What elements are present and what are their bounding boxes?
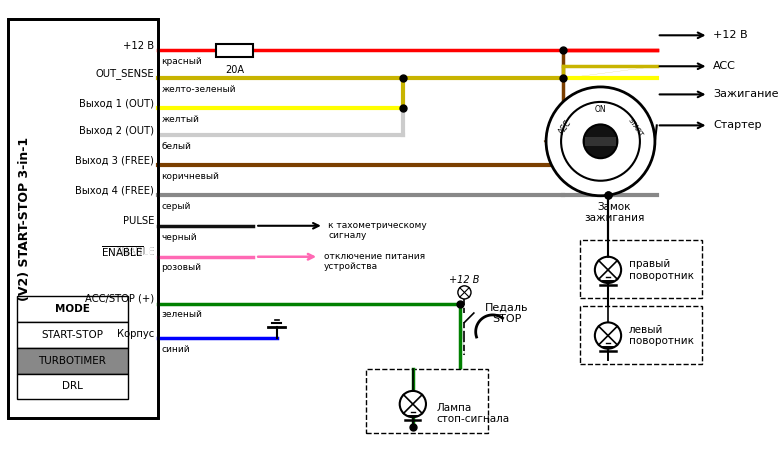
Text: START-STOP: START-STOP	[41, 330, 103, 340]
Text: 20A: 20A	[225, 66, 244, 76]
Text: PULSE: PULSE	[122, 216, 154, 226]
Text: черный: черный	[161, 233, 197, 241]
Text: зеленый: зеленый	[161, 310, 202, 319]
Bar	[17, 348, 128, 373]
Text: ACC: ACC	[713, 61, 736, 71]
Text: MODE: MODE	[55, 304, 90, 314]
Bar	[580, 305, 702, 364]
Text: ON: ON	[594, 105, 606, 114]
Text: желтый: желтый	[161, 115, 199, 124]
Text: серый: серый	[161, 201, 191, 210]
Text: красный: красный	[161, 57, 202, 66]
Text: синий: синий	[161, 345, 190, 354]
Text: Зажигание: Зажигание	[713, 89, 778, 99]
Circle shape	[583, 124, 618, 158]
Circle shape	[595, 323, 621, 349]
Text: DRL: DRL	[62, 381, 83, 391]
Text: TURBOTIMER: TURBOTIMER	[38, 356, 106, 366]
Text: отключение питания
устройства: отключение питания устройства	[324, 252, 425, 271]
Text: Выход 4 (FREE): Выход 4 (FREE)	[75, 185, 154, 195]
Text: Педаль
STOP: Педаль STOP	[485, 302, 528, 324]
Text: левый
поворотник: левый поворотник	[629, 325, 693, 346]
Circle shape	[546, 87, 655, 196]
Text: Выход 3 (FREE): Выход 3 (FREE)	[75, 155, 154, 165]
Text: +12 В: +12 В	[713, 30, 748, 40]
Text: OUT_SENSE: OUT_SENSE	[95, 68, 154, 79]
Bar	[17, 296, 128, 322]
Bar	[216, 44, 254, 57]
Bar	[586, 137, 615, 146]
Text: +12 В: +12 В	[122, 41, 154, 51]
Text: розовый: розовый	[161, 264, 201, 273]
Text: ENABLE: ENABLE	[115, 247, 154, 257]
Text: белый: белый	[161, 142, 191, 151]
Text: желто-зеленый: желто-зеленый	[161, 85, 236, 94]
Text: ENABLE: ENABLE	[115, 247, 154, 257]
Text: +12 В: +12 В	[449, 275, 480, 285]
Text: (V2) START-STOP 3-in-1: (V2) START-STOP 3-in-1	[18, 137, 31, 301]
Text: Корпус: Корпус	[117, 329, 154, 339]
Text: коричневый: коричневый	[161, 171, 219, 180]
Text: Лампа
стоп-сигнала: Лампа стоп-сигнала	[436, 403, 509, 424]
Text: $\overline{\rm ENABLE}$: $\overline{\rm ENABLE}$	[101, 245, 144, 259]
Text: ACC: ACC	[558, 118, 574, 136]
Bar	[366, 370, 488, 433]
Circle shape	[595, 256, 621, 283]
Text: ACC/STOP (+): ACC/STOP (+)	[85, 294, 154, 304]
Circle shape	[458, 286, 471, 299]
Text: Стартер: Стартер	[713, 120, 761, 130]
Text: правый
поворотник: правый поворотник	[629, 259, 693, 281]
Circle shape	[561, 102, 640, 180]
Bar	[17, 322, 128, 348]
Bar	[580, 240, 702, 298]
Text: START: START	[626, 117, 644, 138]
Circle shape	[399, 391, 426, 417]
Text: Выход 1 (OUT): Выход 1 (OUT)	[79, 99, 154, 109]
Bar	[17, 373, 128, 399]
Bar	[8, 19, 158, 418]
Text: Выход 2 (OUT): Выход 2 (OUT)	[79, 125, 154, 135]
Text: к тахометрическому
сигналу: к тахометрическому сигналу	[328, 221, 427, 240]
Text: Замок
зажигания: Замок зажигания	[584, 202, 645, 223]
Bar	[8, 19, 158, 418]
